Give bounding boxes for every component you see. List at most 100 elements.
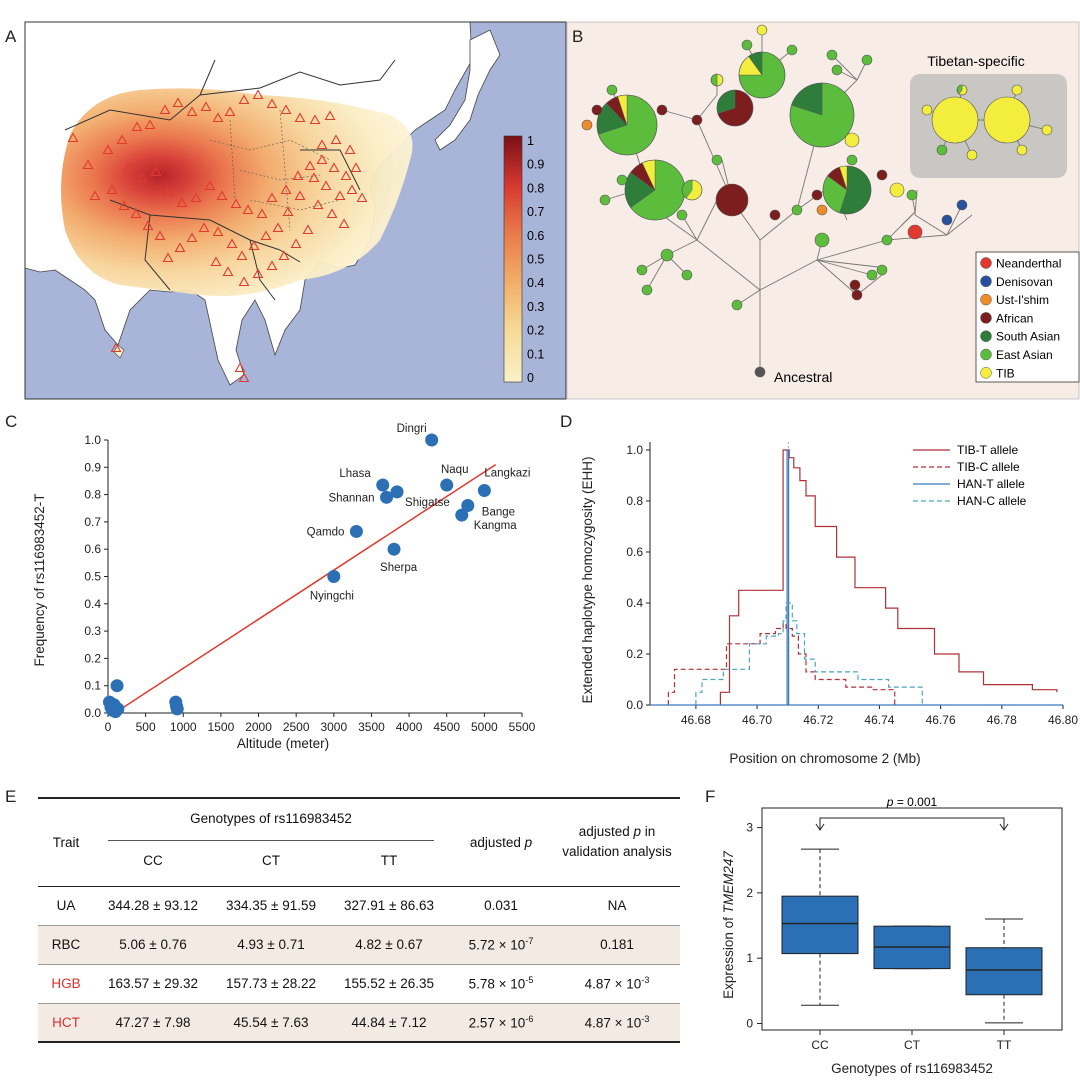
sample-site-marker — [280, 104, 292, 115]
sample-site-marker — [154, 230, 166, 241]
sample-site-marker — [280, 184, 292, 195]
f-y-tick-label: 0 — [746, 1016, 753, 1030]
scatter-point — [349, 524, 363, 538]
sample-site-marker — [338, 218, 350, 229]
scatter-point — [327, 570, 341, 583]
c-y-tick-label: 0.0 — [84, 706, 101, 720]
adjusted-p-cell: 0.031 — [484, 898, 518, 913]
sample-site-marker — [200, 101, 212, 112]
box — [781, 895, 859, 955]
haplotype-node — [849, 279, 861, 291]
f-y-tick-label: 3 — [746, 821, 753, 835]
c-x-tick-label: 3500 — [358, 720, 385, 734]
c-x-tick-label: 1000 — [170, 720, 197, 734]
panel-a-map: 1 0.9 0.8 0.7 0.6 0.5 0.4 0.3 0.2 0.1 0 A — [5, 21, 567, 400]
tibetan-specific-title: Tibetan-specific — [927, 53, 1025, 69]
haplotype-node — [738, 51, 786, 99]
sample-site-marker — [328, 162, 340, 173]
sample-site-marker — [340, 170, 352, 181]
sample-site-marker — [136, 172, 148, 183]
sample-site-marker — [216, 190, 228, 201]
c-y-tick-label: 0.3 — [84, 624, 101, 638]
sample-site-marker — [116, 134, 128, 145]
sample-site-marker — [272, 222, 284, 233]
c-y-tick-label: 0.9 — [84, 460, 101, 474]
sample-site-marker — [242, 204, 254, 215]
header-validation-p: adjusted p in validation analysis — [562, 824, 672, 860]
d-x-axis-label: Position on chromosome 2 (Mb) — [729, 751, 920, 766]
d-y-tick-label: 0.4 — [626, 596, 643, 610]
haplotype-node — [844, 132, 860, 148]
point-label: Naqu — [441, 464, 469, 476]
d-y-tick-label: 1.0 — [626, 443, 643, 457]
scatter-point — [110, 679, 124, 693]
colorbar-tick-label: 1 — [527, 134, 534, 148]
c-x-tick-label: 5000 — [471, 720, 498, 734]
network-edge — [759, 209, 798, 241]
sample-site-marker — [252, 89, 264, 100]
d-x-tick-label: 46.74 — [864, 713, 894, 727]
d-x-tick-label: 46.68 — [681, 713, 711, 727]
tt-cell: 327.91 ± 86.63 — [344, 898, 434, 913]
haplotype-node — [741, 39, 753, 51]
haplotype-node — [596, 94, 658, 156]
haplotype-node — [616, 174, 628, 186]
haplotype-node — [769, 209, 781, 221]
sample-site-marker — [144, 119, 156, 130]
point-label: Shannan — [328, 492, 374, 504]
sample-site-marker — [266, 192, 278, 203]
c-x-tick-label: 2000 — [245, 720, 272, 734]
haplotype-node — [889, 182, 905, 198]
sample-site-marker — [309, 114, 321, 125]
header-genotypes-rule — [108, 839, 434, 841]
regression-line — [114, 463, 497, 714]
haplotype-node — [1016, 144, 1028, 156]
trait-cell: HGB — [51, 976, 81, 991]
haplotype-node — [931, 96, 979, 144]
haplotype-node — [691, 114, 703, 126]
sample-site-marker — [324, 110, 336, 121]
haplotype-node — [591, 104, 603, 116]
legend-swatch — [980, 275, 992, 288]
c-x-tick-label: 2500 — [283, 720, 310, 734]
scatter-point — [440, 478, 454, 492]
haplotype-node — [791, 204, 803, 216]
haplotype-node — [822, 165, 872, 215]
haplotype-node — [906, 189, 918, 201]
d-legend-label: TIB-C allele — [957, 460, 1020, 474]
sample-site-marker — [118, 200, 130, 211]
c-x-tick-label: 4500 — [433, 720, 460, 734]
sample-site-marker — [186, 232, 198, 243]
legend-swatch — [980, 367, 992, 379]
network-edge — [901, 211, 916, 226]
sample-site-marker — [260, 230, 272, 241]
point-label: Shigatse — [405, 497, 450, 509]
sample-site-marker — [122, 162, 134, 173]
haplotype-node — [851, 289, 863, 301]
legend-swatch — [980, 312, 992, 324]
f-x-tick-label: CT — [904, 1038, 921, 1052]
haplotype-node — [956, 84, 968, 96]
legend-swatch — [980, 257, 992, 269]
point-label: Kangma — [474, 520, 517, 532]
sample-site-marker — [248, 240, 260, 251]
map-japan — [434, 29, 501, 151]
d-y-tick-label: 0.2 — [626, 647, 643, 661]
sample-site-marker — [252, 268, 264, 279]
scatter-point — [380, 490, 394, 504]
network-edge — [831, 54, 858, 81]
haplotype-node — [606, 84, 618, 96]
validation-p-cell: 4.87 × 10-3 — [584, 1014, 650, 1031]
legend-label: African — [996, 311, 1033, 325]
scatter-point — [461, 499, 475, 513]
c-y-tick-label: 0.5 — [84, 570, 101, 584]
legend-label: Neanderthal — [996, 257, 1061, 271]
f-y-tick-label: 2 — [746, 886, 753, 900]
f-x-tick-label: CC — [811, 1038, 829, 1052]
haplotype-node — [861, 54, 873, 66]
haplotype-node — [786, 44, 798, 56]
network-edge — [661, 109, 698, 121]
haplotype-node — [715, 183, 749, 217]
header-adjusted-p: adjusted p — [469, 834, 533, 850]
haplotype-node — [676, 209, 688, 221]
